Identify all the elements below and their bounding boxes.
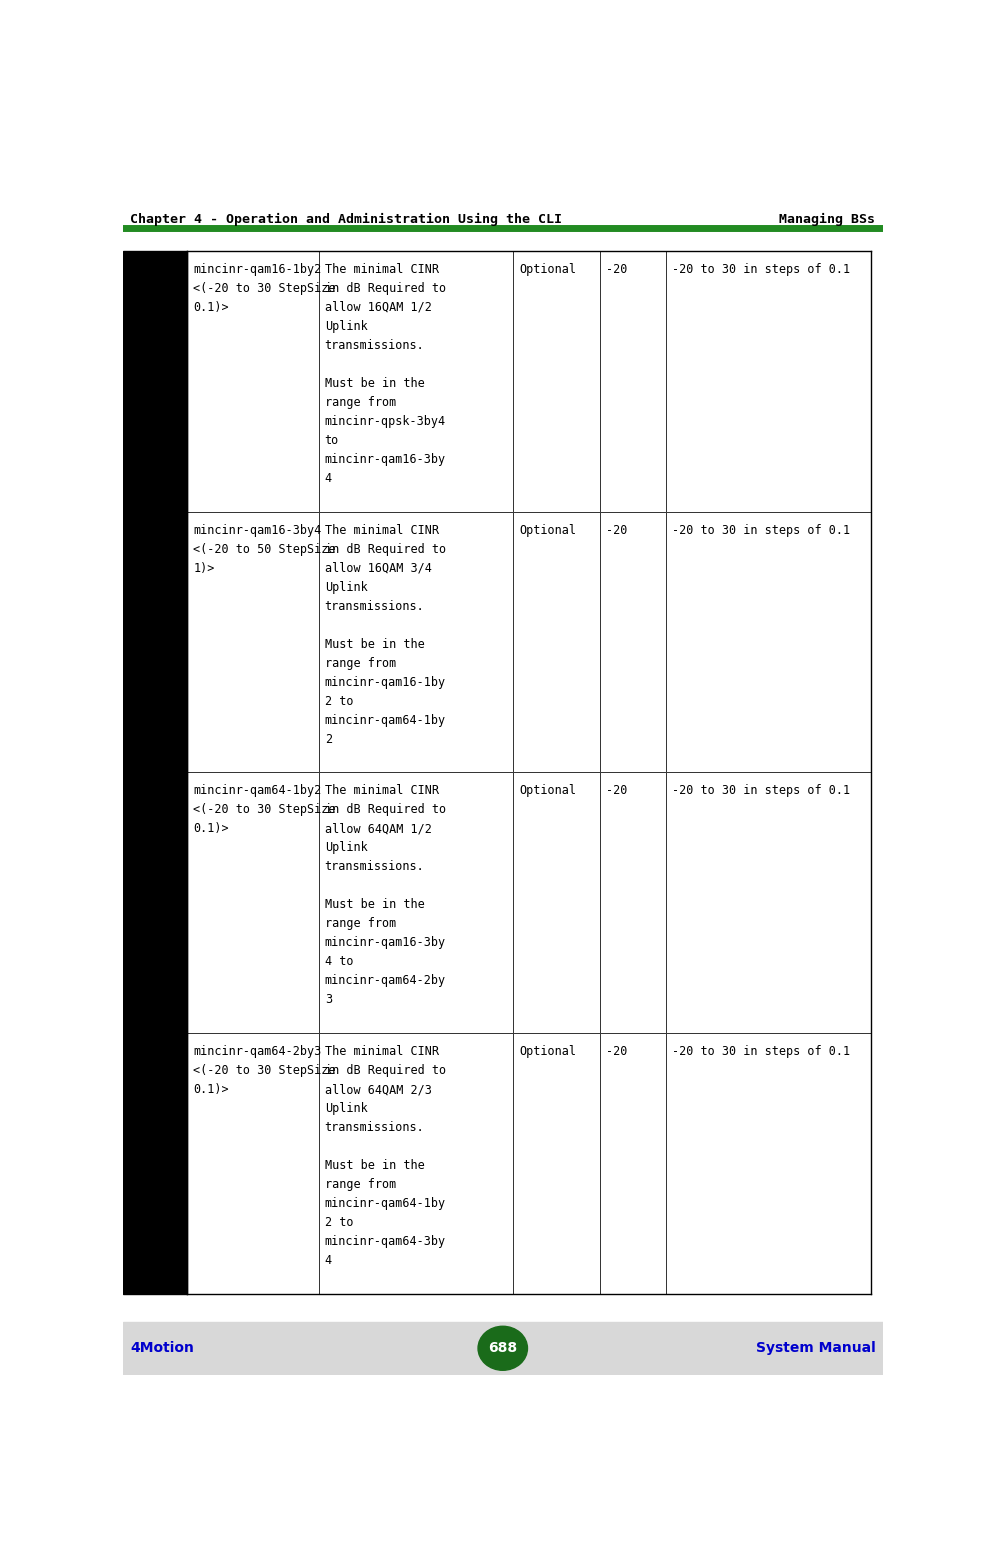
Text: -20 to 30 in steps of 0.1: -20 to 30 in steps of 0.1 — [672, 785, 850, 797]
Bar — [319, 250, 513, 511]
Bar — [599, 772, 665, 1034]
Text: -20 to 30 in steps of 0.1: -20 to 30 in steps of 0.1 — [672, 524, 850, 536]
Bar — [187, 250, 319, 511]
Bar — [187, 1034, 319, 1295]
Bar — [665, 1034, 871, 1295]
Ellipse shape — [478, 1326, 528, 1370]
Bar — [319, 772, 513, 1034]
Bar — [319, 1034, 513, 1295]
Text: -20 to 30 in steps of 0.1: -20 to 30 in steps of 0.1 — [672, 263, 850, 275]
Text: Optional: Optional — [519, 524, 576, 536]
Text: -20: -20 — [606, 524, 627, 536]
Bar — [187, 772, 319, 1034]
Text: -20: -20 — [606, 263, 627, 275]
Text: mincinr-qam64-2by3
<(-20 to 30 StepSize
0.1)>: mincinr-qam64-2by3 <(-20 to 30 StepSize … — [193, 1046, 336, 1097]
Bar — [513, 250, 599, 511]
Text: mincinr-qam16-1by2
<(-20 to 30 StepSize
0.1)>: mincinr-qam16-1by2 <(-20 to 30 StepSize … — [193, 263, 336, 314]
Text: System Manual: System Manual — [755, 1341, 875, 1355]
Text: 4Motion: 4Motion — [130, 1341, 194, 1355]
Bar — [599, 1034, 665, 1295]
Text: The minimal CINR
in dB Required to
allow 64QAM 2/3
Uplink
transmissions.

Must b: The minimal CINR in dB Required to allow… — [325, 1046, 445, 1267]
Text: -20 to 30 in steps of 0.1: -20 to 30 in steps of 0.1 — [672, 1046, 850, 1058]
Text: Optional: Optional — [519, 785, 576, 797]
Bar — [123, 1321, 883, 1375]
Text: The minimal CINR
in dB Required to
allow 64QAM 1/2
Uplink
transmissions.

Must b: The minimal CINR in dB Required to allow… — [325, 785, 445, 1006]
Bar — [319, 511, 513, 772]
Bar — [513, 772, 599, 1034]
Bar — [513, 511, 599, 772]
Bar — [665, 250, 871, 511]
Text: The minimal CINR
in dB Required to
allow 16QAM 3/4
Uplink
transmissions.

Must b: The minimal CINR in dB Required to allow… — [325, 524, 445, 746]
Text: Chapter 4 - Operation and Administration Using the CLI: Chapter 4 - Operation and Administration… — [130, 213, 562, 226]
Text: -20: -20 — [606, 785, 627, 797]
Text: Optional: Optional — [519, 1046, 576, 1058]
Text: Optional: Optional — [519, 263, 576, 275]
Text: -20: -20 — [606, 1046, 627, 1058]
Text: The minimal CINR
in dB Required to
allow 16QAM 1/2
Uplink
transmissions.

Must b: The minimal CINR in dB Required to allow… — [325, 263, 445, 485]
Text: mincinr-qam64-1by2
<(-20 to 30 StepSize
0.1)>: mincinr-qam64-1by2 <(-20 to 30 StepSize … — [193, 785, 336, 836]
Bar — [513, 1034, 599, 1295]
Bar — [123, 250, 187, 1295]
Bar — [665, 511, 871, 772]
Bar — [187, 511, 319, 772]
Bar — [665, 772, 871, 1034]
Bar — [599, 250, 665, 511]
Text: mincinr-qam16-3by4
<(-20 to 50 StepSize
1)>: mincinr-qam16-3by4 <(-20 to 50 StepSize … — [193, 524, 336, 575]
Text: Managing BSs: Managing BSs — [779, 213, 875, 226]
Text: 688: 688 — [489, 1341, 517, 1355]
Bar — [599, 511, 665, 772]
